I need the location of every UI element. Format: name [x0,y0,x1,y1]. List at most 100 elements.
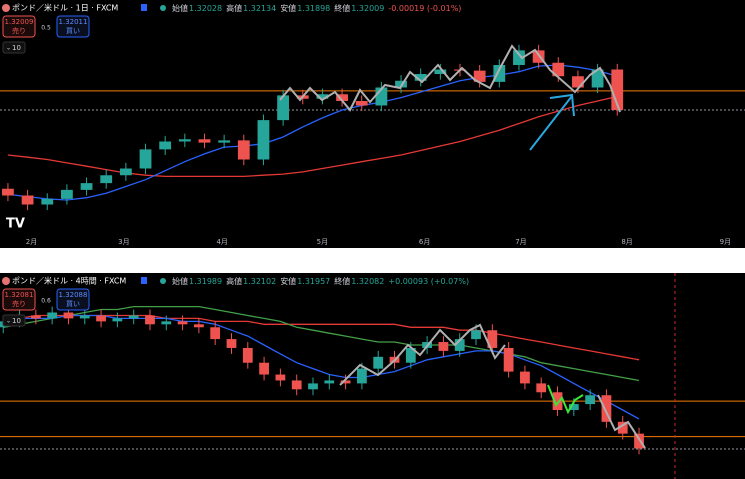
status-dot [160,5,166,11]
candle-body [119,168,132,176]
annotations: TV [6,44,676,479]
quantity-box[interactable] [2,41,26,54]
candle-body [611,69,624,110]
candle-body [340,380,351,384]
quantity-chevron: ⌄ [6,45,11,52]
logo: TV [6,217,25,232]
buy-button[interactable] [56,15,90,38]
quantity: 10 [12,44,21,52]
sell-label: 売り [12,26,26,35]
ohlc-label: 始値 [172,276,188,286]
ohlc: 始値1.32028 高値1.32134 安値1.31898 終値1.32009 -0.0… [172,3,461,13]
candle-body [395,80,407,88]
candle-body [47,312,58,319]
candle-body [61,189,73,199]
candle-body [357,368,367,384]
ohlc-value: 1.32134 [243,4,276,13]
arrow [529,95,573,151]
candle-body [159,141,172,150]
ohlc-value: 1.31989 [189,277,222,286]
candle-body [493,65,506,82]
spread: 0.6 [41,298,51,305]
candle-body [145,315,155,325]
status-dot [160,278,166,284]
ohlc-label: 終値 [334,3,350,13]
ohlc-label: 高値 [226,276,242,286]
candle-body [21,195,34,205]
candle-body [257,120,270,160]
candle-body [30,315,41,319]
candle-body [193,324,204,328]
sell-price: 1.32009 [5,18,34,26]
candle-body [375,87,388,106]
symbol-icon [2,4,10,12]
candle-body [316,94,329,99]
candle-body [198,139,211,143]
ohlc-label: 安値 [280,3,296,13]
candle-body [438,342,449,351]
candle-body [275,374,286,381]
candle-body [237,140,250,160]
ohlc-value: 1.32082 [351,277,384,286]
candle-body [536,383,547,393]
candle-body [601,395,612,422]
buy-price: 1.32088 [59,291,88,299]
x-tick-label: 7月 [515,238,526,246]
ohlc-value: 1.31898 [297,4,330,13]
arrow-head [549,93,575,117]
candle-body [63,312,74,319]
candle-body [568,404,579,410]
candle-body [210,327,221,340]
quantity-box[interactable] [2,314,26,327]
flag-icon [141,277,147,284]
candle-body [177,321,188,325]
candle-body [585,395,596,405]
candle-body [405,347,416,363]
ohlc-label: 終値 [334,276,350,286]
candle-body [487,330,498,348]
buy-button[interactable] [56,288,90,311]
candle-body [552,392,563,410]
candle-body [139,149,152,169]
sell-label: 売り [12,299,26,308]
candle-body [100,175,113,184]
candle-body [308,383,318,390]
candle-body [80,183,93,190]
candle-body [324,380,335,384]
buy-price: 1.32011 [59,18,88,26]
candle-body [242,347,253,363]
candle-body [414,74,427,81]
candle-body [161,321,172,325]
candle-body [513,50,525,65]
candle-body [277,95,289,121]
buy-label: 買い [66,300,80,308]
flag-icon [141,4,147,11]
moving-average [7,64,618,201]
chart-title: ポンド／米ドル · 4時間 · FXCM [12,276,126,286]
ohlc-label: 始値 [172,3,188,13]
moving-average [7,95,618,178]
sell-button[interactable] [2,288,36,311]
candle-body [96,315,106,322]
candle-body [226,339,237,348]
candle-body [373,356,384,369]
candle-body [473,70,486,82]
candle-body [128,315,139,319]
candle-body [572,76,584,88]
sell-button[interactable] [2,15,36,38]
change: +0.00093 (+0.07%) [388,277,469,286]
candle-body [503,347,514,372]
candle-body [112,318,123,322]
candle-body [79,315,90,319]
ohlc-label: 安値 [280,276,296,286]
x-tick-label: 4月 [216,238,227,246]
candle-body [259,362,269,375]
ohlc-value: 1.32102 [243,277,276,286]
candle-body [434,69,447,74]
candle-body [532,50,545,63]
x-tick-label: 9月 [720,238,731,246]
candle-body [591,69,604,88]
zigzag [279,44,621,113]
candle-body [355,101,368,106]
